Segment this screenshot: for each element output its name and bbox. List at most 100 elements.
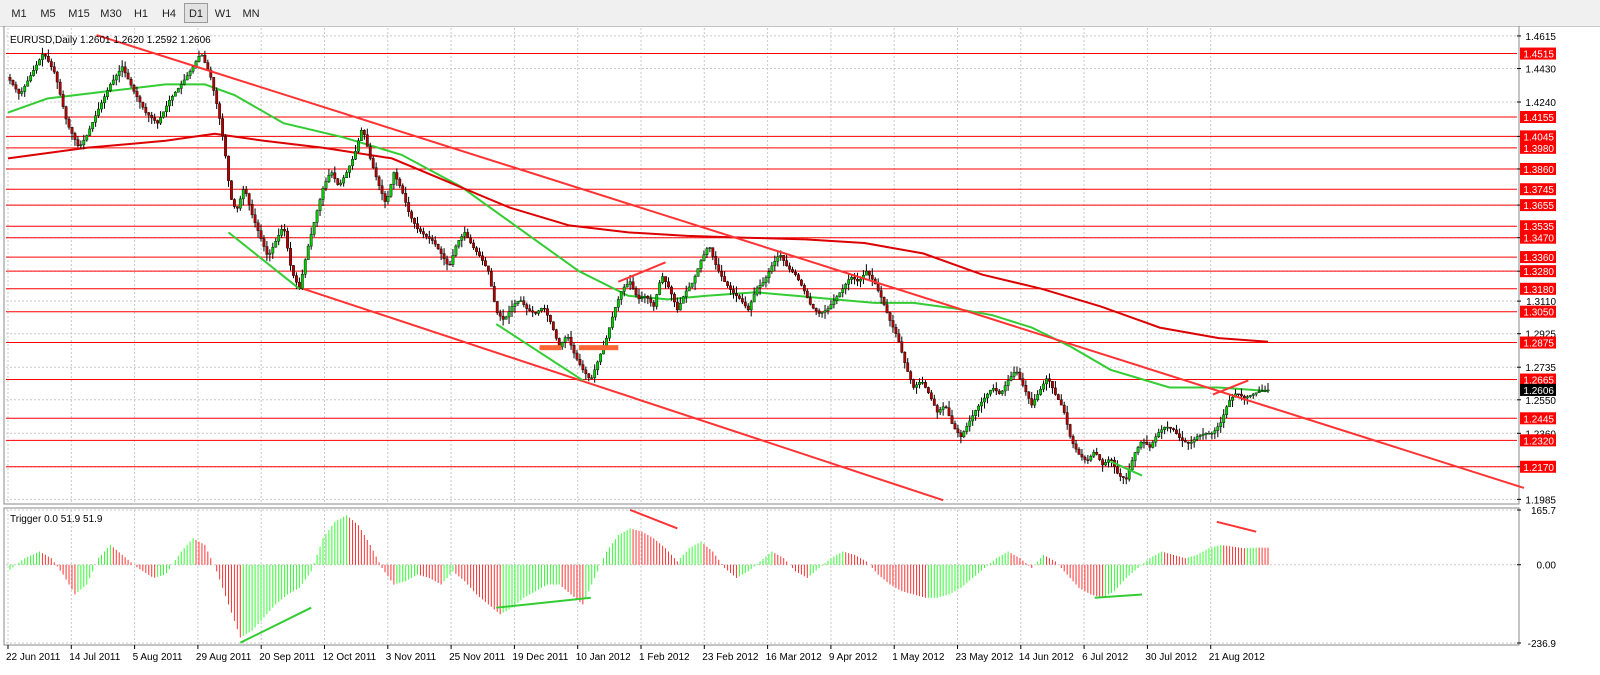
candle-body [501,315,505,320]
candle-body [312,222,316,235]
candle-body [386,196,390,202]
time-tick-label: 20 Sep 2011 [259,652,315,663]
timeframe-button-d1[interactable]: D1 [184,3,208,23]
candle-body [1095,452,1099,455]
candle-body [26,80,30,87]
level-price-label: 1.3980 [1523,144,1554,155]
candle-body [212,77,216,91]
candle-body [1254,392,1258,395]
candle-body [856,278,859,282]
candle-body [903,352,907,363]
time-tick-label: 5 Aug 2011 [133,652,183,663]
candle-body [238,198,242,209]
candle-body [1133,452,1137,461]
time-tick-label: 21 Aug 2012 [1209,652,1266,663]
candle-body [640,297,644,300]
candle-body [581,364,585,371]
candle-body [1222,414,1226,423]
candle-body [566,337,570,339]
candle-body [1039,389,1043,395]
candle-body [309,233,313,247]
candle-body [794,271,797,275]
timeframe-button-w1[interactable]: W1 [214,8,232,20]
candle-body [1074,443,1078,450]
candle-body [333,172,337,179]
timeframe-button-m15[interactable]: M15 [68,8,90,20]
candle-body [909,371,913,380]
price-axis: 1.4615 1.4430 1.4240 1.4045 1.3860 1.3655 1.34… [1517,32,1556,506]
timeframe-button-h1[interactable]: H1 [133,8,149,20]
timeframe-button-m5[interactable]: M5 [40,8,56,20]
candle-body [1121,476,1125,478]
candle-body [631,281,635,289]
candle-body [991,388,995,391]
level-price-tag [1520,412,1556,425]
candle-body [1145,441,1149,445]
timeframe-button-m1[interactable]: M1 [11,8,27,20]
candle-body [404,192,408,203]
time-tick-label: 6 Jul 2012 [1082,652,1129,663]
candle-body [1192,439,1196,443]
candle-body [749,301,753,311]
candle-body [1107,459,1110,463]
candle-body [454,245,458,256]
price-tick-label: 1.4430 [1525,65,1556,76]
main-chart-panel[interactable] [3,26,1520,505]
candle-body [593,369,597,378]
candle-body [227,155,230,181]
candle-body [8,77,12,81]
candle-body [1219,422,1223,427]
indicator-tick-label: 0.00 [1537,561,1557,572]
timeframe-button-h4[interactable]: H4 [161,8,177,20]
candle-body [357,140,360,152]
time-tick-label: 23 Feb 2012 [702,652,759,663]
indicator-axis: 165.7 0.00 -236.9 [1517,506,1556,650]
candle-body [971,415,975,422]
candle-body [256,222,260,231]
candle-body [850,276,854,280]
candle-body [578,359,582,365]
candle-body [885,304,889,313]
candle-body [667,281,670,288]
candle-body [1042,383,1045,390]
price-tick-label: 1.2550 [1525,396,1556,407]
candle-body [362,130,366,135]
candle-body [29,75,33,82]
candle-body [1154,436,1158,443]
candle-body [445,258,449,265]
candle-body [560,342,564,348]
timeframe-button-mn[interactable]: MN [242,8,260,20]
candle-body [1237,393,1240,396]
candle-body [179,84,183,89]
candle-body [637,294,641,300]
candle-body [548,315,552,323]
candle-body [1195,436,1199,440]
indicator-panel[interactable] [3,507,1520,646]
candle-body [108,84,112,91]
candle-body [221,118,224,137]
candle-body [1003,385,1007,392]
candle-body [103,96,106,104]
candle-body [906,362,910,372]
candle-body [546,308,549,316]
candle-body [534,311,538,314]
candle-body [1198,435,1202,438]
candle-body [1027,391,1031,399]
candle-body [150,115,154,119]
candle-body [664,276,667,282]
candle-body [522,300,526,305]
level-price-label: 1.3050 [1523,308,1554,319]
candle-body [380,185,384,194]
candle-body [959,432,963,438]
candle-body [247,193,251,205]
timeframe-button-m30[interactable]: M30 [100,8,122,20]
candle-body [932,398,936,406]
candle-body [135,91,139,97]
price-tick-label: 1.4615 [1525,32,1556,43]
candle-body [1062,404,1066,413]
candle-body [1086,459,1090,461]
candle-body [1021,378,1025,386]
candle-body [900,341,904,353]
candle-body [737,295,741,299]
candle-body [1139,441,1143,448]
